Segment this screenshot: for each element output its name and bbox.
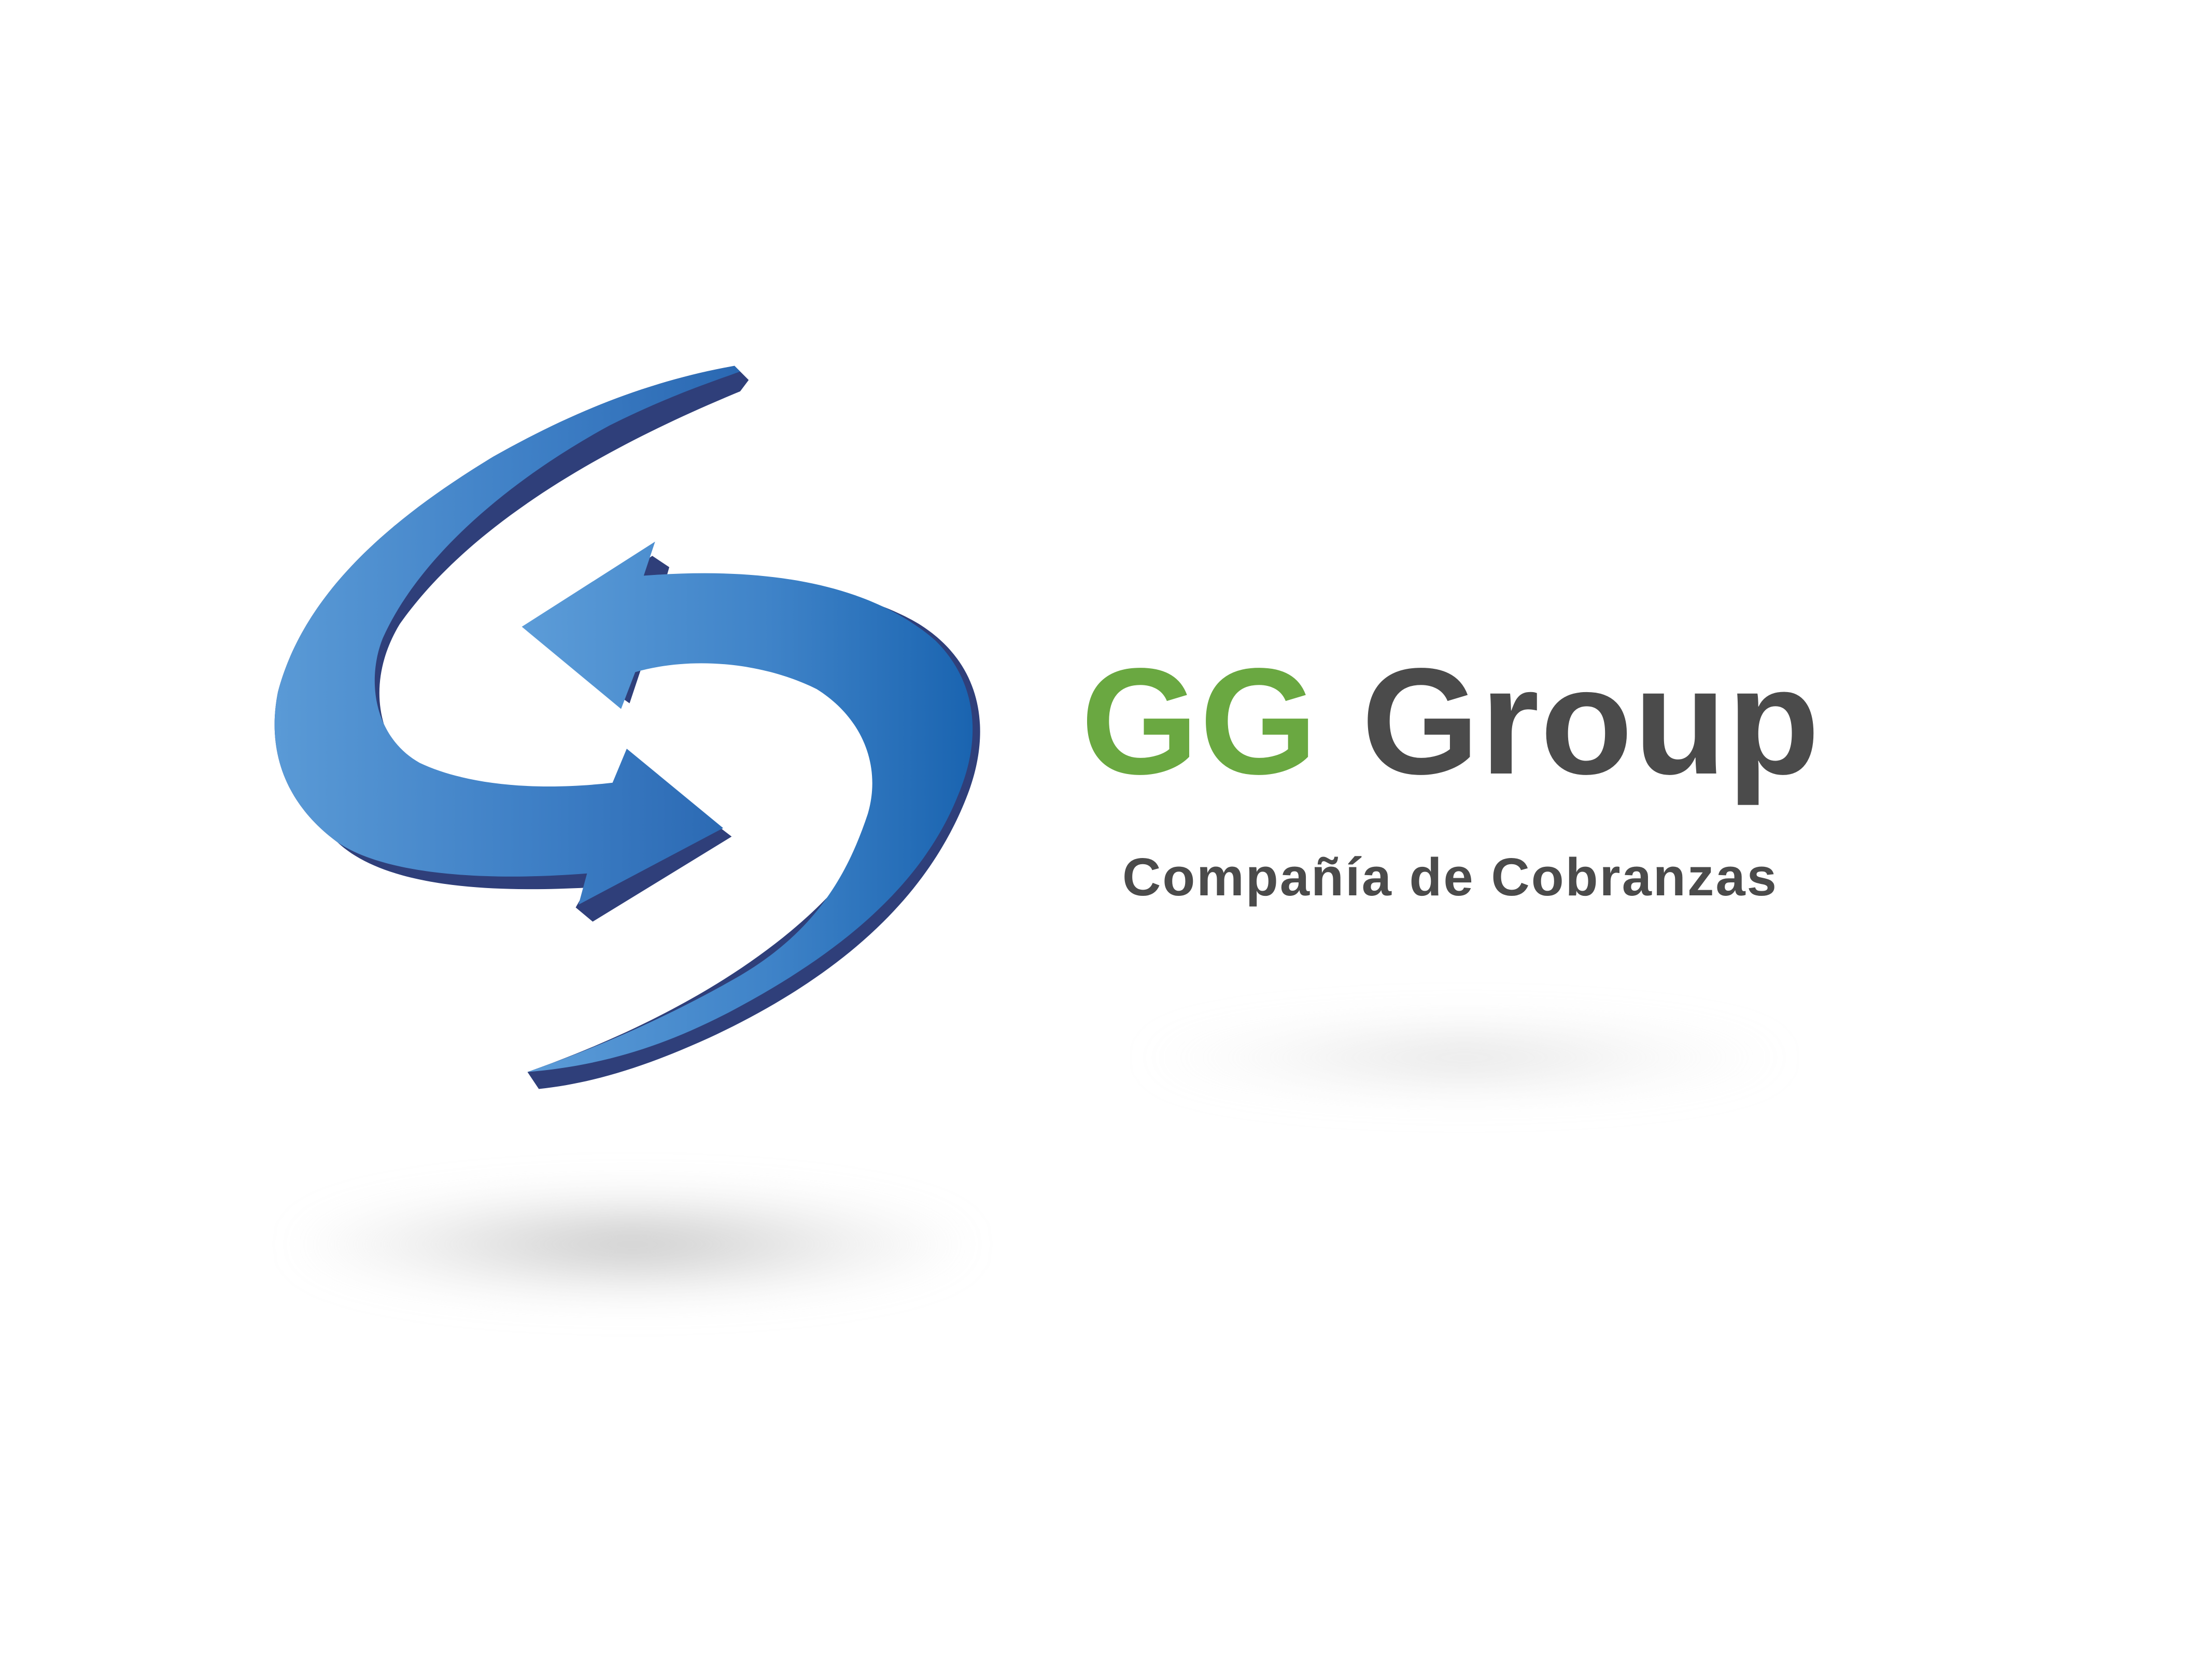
brand-name: GG Group bbox=[1081, 645, 1821, 797]
arrow-right-sweep bbox=[522, 541, 980, 1089]
brand-tagline: Compañía de Cobranzas bbox=[1122, 847, 1778, 907]
arrow-left-sweep bbox=[274, 365, 749, 922]
wordmark-shadow bbox=[1140, 1016, 1788, 1099]
brand-name-group: Group bbox=[1361, 637, 1821, 806]
brand-name-gg: GG bbox=[1081, 637, 1319, 806]
logo-mark-shadow bbox=[290, 1187, 975, 1301]
